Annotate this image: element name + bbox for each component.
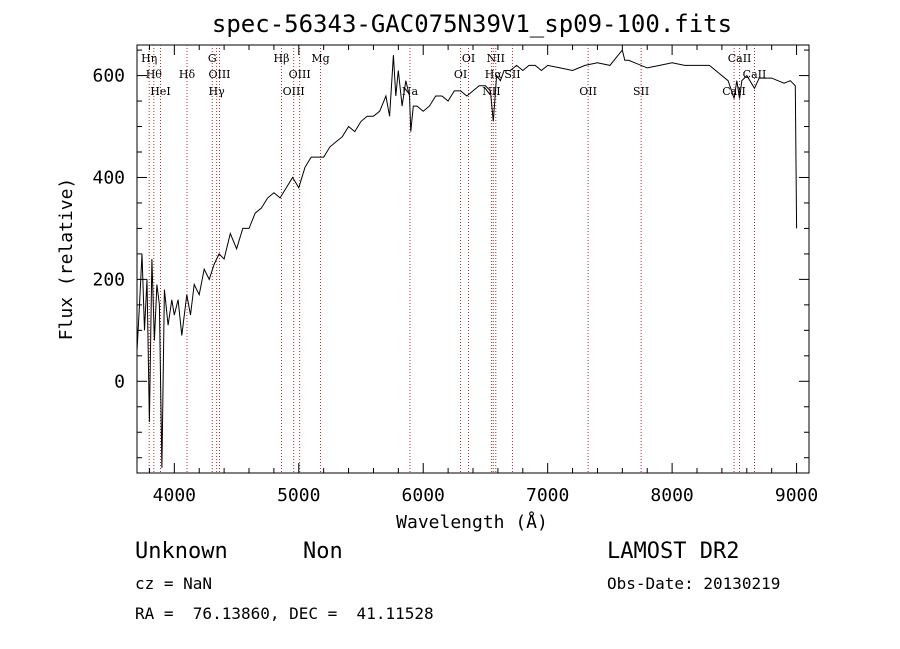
line-label: OIII bbox=[289, 68, 311, 81]
spectrum-line bbox=[136, 49, 798, 468]
y-tick-label: 600 bbox=[92, 66, 125, 87]
x-tick-label: 4000 bbox=[153, 485, 196, 506]
x-tick-label: 9000 bbox=[775, 485, 818, 506]
obs-date: Obs-Date: 20130219 bbox=[607, 574, 781, 593]
y-axis-label: Flux (relative) bbox=[56, 178, 77, 341]
x-tick-label: 6000 bbox=[402, 485, 445, 506]
line-label: SII bbox=[504, 68, 520, 81]
y-tick-label: 200 bbox=[92, 269, 125, 290]
line-label: Na bbox=[402, 85, 419, 98]
line-label: Hδ bbox=[179, 68, 196, 81]
x-axis-label: Wavelength (Å) bbox=[396, 511, 548, 533]
axis-ticks: 4000 5000 6000 7000 8000 9000 0 200 400 600 bbox=[92, 45, 818, 506]
x-tick-label: 8000 bbox=[650, 485, 693, 506]
line-label: HeI bbox=[150, 85, 170, 98]
line-label: CaII bbox=[743, 68, 767, 81]
line-label: NII bbox=[482, 85, 500, 98]
object-class: Unknown bbox=[135, 539, 228, 564]
y-tick-label: 400 bbox=[92, 167, 125, 188]
emission-line-markers: HηHθHeIHδGHγOIIIHβOIIIOIIIMgNaOIOINIIHαN… bbox=[141, 45, 766, 473]
line-label: Hγ bbox=[209, 85, 226, 98]
coordinates: RA = 76.13860, DEC = 41.11528 bbox=[135, 604, 434, 623]
line-label: OI bbox=[462, 52, 475, 65]
plot-frame bbox=[136, 44, 810, 474]
y-tick-label: 0 bbox=[114, 371, 125, 392]
line-label: Mg bbox=[311, 52, 329, 65]
line-label: Hη bbox=[141, 52, 157, 65]
line-label: Hθ bbox=[146, 68, 163, 81]
line-label: CaII bbox=[728, 52, 752, 65]
line-label: Hβ bbox=[274, 52, 290, 65]
line-label: G bbox=[208, 52, 217, 65]
line-label: SII bbox=[633, 85, 649, 98]
chart-title: spec-56343-GAC075N39V1_sp09-100.fits bbox=[212, 10, 732, 38]
survey-name: LAMOST DR2 bbox=[607, 539, 740, 564]
x-tick-label: 7000 bbox=[526, 485, 569, 506]
x-tick-label: 5000 bbox=[277, 485, 320, 506]
line-label: NII bbox=[487, 52, 505, 65]
object-subclass: Non bbox=[303, 539, 343, 564]
line-label: OII bbox=[579, 85, 597, 98]
line-label: OI bbox=[454, 68, 467, 81]
line-label: OIII bbox=[208, 68, 230, 81]
redshift-value: cz = NaN bbox=[135, 574, 213, 593]
line-label: OIII bbox=[283, 85, 305, 98]
